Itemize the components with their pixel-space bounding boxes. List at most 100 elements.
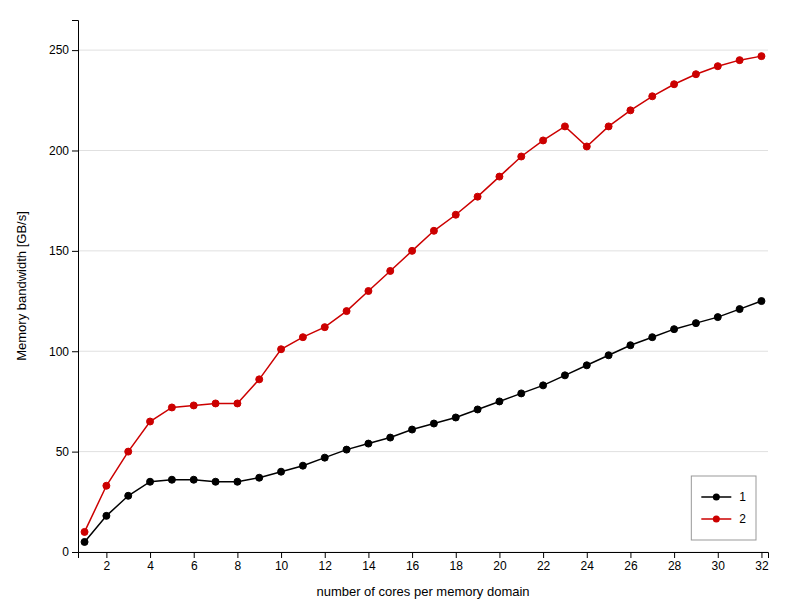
- y-tick-label: 250: [49, 43, 69, 57]
- x-tick: 22: [537, 552, 551, 573]
- x-tick-label: 30: [712, 559, 726, 573]
- series-marker: [234, 478, 241, 485]
- series-marker: [605, 123, 612, 130]
- x-tick-mark: [718, 552, 719, 558]
- series-marker: [81, 538, 88, 545]
- series-marker: [452, 414, 459, 421]
- y-tick-mark: [72, 251, 78, 252]
- series-marker: [627, 342, 634, 349]
- x-tick: 2: [104, 552, 111, 573]
- y-tick: 0: [62, 545, 78, 559]
- series-marker: [299, 334, 306, 341]
- x-tick: 28: [668, 552, 682, 573]
- series-marker: [81, 528, 88, 535]
- legend-label: 2: [739, 512, 746, 526]
- series-marker: [758, 53, 765, 60]
- series-marker: [474, 406, 481, 413]
- series-marker: [583, 362, 590, 369]
- y-tick-mark: [72, 50, 78, 51]
- x-axis-line: [79, 553, 769, 559]
- series-marker: [583, 143, 590, 150]
- y-axis-line: [72, 21, 79, 553]
- x-tick-label: 22: [537, 559, 551, 573]
- x-tick: 16: [406, 552, 420, 573]
- x-tick-mark: [630, 552, 631, 558]
- x-tick-mark: [674, 552, 675, 558]
- series-marker: [561, 372, 568, 379]
- series-marker: [714, 314, 721, 321]
- series-marker: [103, 512, 110, 519]
- series-marker: [627, 107, 634, 114]
- series-marker: [321, 454, 328, 461]
- x-tick: 24: [581, 552, 595, 573]
- x-tick-mark: [499, 552, 500, 558]
- series-marker: [409, 426, 416, 433]
- series-marker: [343, 446, 350, 453]
- chart-container: 2468101214161820222426283032050100150200…: [0, 0, 792, 612]
- legend-swatch-marker: [713, 494, 720, 501]
- chart-svg: 2468101214161820222426283032050100150200…: [0, 0, 792, 612]
- x-tick: 18: [450, 552, 464, 573]
- x-tick-label: 6: [191, 559, 198, 573]
- y-tick-mark: [72, 150, 78, 151]
- legend-box: [691, 476, 756, 540]
- x-tick-label: 10: [275, 559, 289, 573]
- x-tick-label: 16: [406, 559, 420, 573]
- series-marker: [190, 476, 197, 483]
- series-line: [85, 301, 762, 542]
- x-tick-label: 18: [450, 559, 464, 573]
- x-tick-mark: [761, 552, 762, 558]
- series-marker: [212, 400, 219, 407]
- x-tick: 6: [191, 552, 198, 573]
- series-marker: [168, 404, 175, 411]
- series-marker: [365, 440, 372, 447]
- series-marker: [540, 137, 547, 144]
- series-marker: [692, 320, 699, 327]
- series-marker: [518, 390, 525, 397]
- series-marker: [561, 123, 568, 130]
- series-marker: [496, 173, 503, 180]
- x-tick-mark: [194, 552, 195, 558]
- series-marker: [758, 298, 765, 305]
- series-marker: [278, 346, 285, 353]
- series: [81, 53, 765, 536]
- series-marker: [605, 352, 612, 359]
- grid-line: [78, 150, 768, 151]
- series-marker: [125, 492, 132, 499]
- x-tick-mark: [412, 552, 413, 558]
- x-axis-title: number of cores per memory domain: [316, 584, 529, 599]
- y-tick-mark: [72, 351, 78, 352]
- x-tick-label: 32: [755, 559, 769, 573]
- y-axis: 050100150200250: [49, 21, 79, 560]
- x-tick: 20: [493, 552, 507, 573]
- y-axis-title: Memory bandwidth [GB/s]: [14, 211, 29, 361]
- series-marker: [299, 462, 306, 469]
- series-marker: [736, 57, 743, 64]
- x-tick-label: 4: [147, 559, 154, 573]
- series-line: [85, 56, 762, 532]
- x-tick-label: 20: [493, 559, 507, 573]
- x-tick-mark: [237, 552, 238, 558]
- series-marker: [125, 448, 132, 455]
- x-tick: 4: [147, 552, 154, 573]
- series-marker: [256, 474, 263, 481]
- x-tick-label: 24: [581, 559, 595, 573]
- x-tick-mark: [456, 552, 457, 558]
- series-marker: [147, 418, 154, 425]
- series-marker: [103, 482, 110, 489]
- plot: 2468101214161820222426283032050100150200…: [14, 21, 769, 600]
- y-tick: 100: [49, 345, 78, 359]
- series-marker: [736, 306, 743, 313]
- series-marker: [649, 334, 656, 341]
- x-tick-label: 12: [319, 559, 333, 573]
- legend-swatch-marker: [713, 516, 720, 523]
- x-tick-mark: [106, 552, 107, 558]
- y-tick-label: 200: [49, 144, 69, 158]
- grid: [78, 50, 768, 552]
- series-marker: [387, 434, 394, 441]
- series-marker: [714, 63, 721, 70]
- legend-item: 1: [701, 490, 746, 504]
- marks: [81, 53, 765, 546]
- series-marker: [256, 376, 263, 383]
- x-tick-mark: [587, 552, 588, 558]
